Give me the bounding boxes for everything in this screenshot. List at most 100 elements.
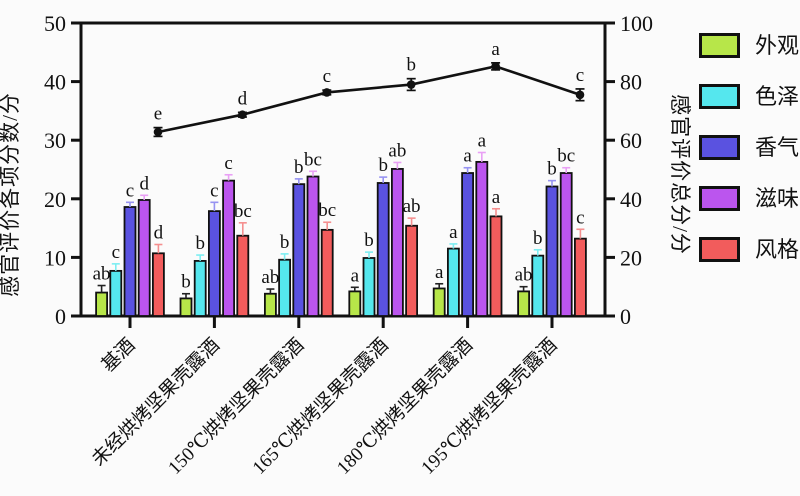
significance-letter: a [492,187,501,208]
significance-letter: c [112,242,120,263]
legend-label-style: 风格 [755,236,800,262]
line-significance-letter: c [323,66,331,87]
legend-swatch-color [699,84,740,109]
significance-letter: c [224,153,232,174]
line-significance-letter: a [491,39,500,60]
legend-swatch-taste [699,186,740,211]
significance-letter: a [449,222,458,243]
right-axis-tick-label: 80 [620,70,642,95]
bar-4-4 [489,215,503,317]
bar-2-4 [461,172,475,317]
legend-swatch-appearance [699,33,740,58]
right-axis-tick-label: 60 [620,128,642,153]
x-axis-category-label: 195℃烘烤坚果壳露酒 [417,334,562,479]
legend: 外观 色泽 香气 滋味 风格 [699,33,799,262]
bar-2-5 [545,185,559,317]
significance-letter: bc [557,146,575,167]
bar-3-1 [222,179,236,317]
bar-4-5 [574,237,587,317]
x-axis-category-label: 150℃烘烤坚果壳露酒 [164,334,309,479]
line-significance-letter: c [576,65,584,86]
bar-2-0 [123,206,137,317]
legend-item-aroma: 香气 [699,135,799,160]
significance-letter: c [126,180,134,201]
right-axis-title: 感官评价总分/分 [668,94,692,255]
legend-item-style: 风格 [699,237,799,262]
significance-letter: b [533,228,543,249]
significance-letter: b [378,155,388,176]
legend-label-aroma: 香气 [755,134,800,160]
significance-letter: a [463,146,472,167]
bar-3-4 [475,160,489,317]
right-axis-tick-label: 0 [620,304,631,329]
significance-letter: a [435,262,444,283]
total-score-line [157,65,581,134]
bar-1-0 [109,269,123,317]
significance-letter: b [547,159,557,180]
significance-letter: b [280,232,290,253]
significance-letter: bc [318,200,336,221]
significance-letter: c [210,180,218,201]
line-marker [238,110,247,120]
line-significance-letter: e [154,104,162,125]
left-axis-tick-label: 10 [44,245,66,270]
bar-1-3 [362,257,376,317]
legend-label-color: 色泽 [755,83,800,109]
left-axis-tick-label: 20 [44,187,66,212]
significance-letter: ab [388,140,406,161]
bar-1-2 [278,258,292,317]
bar-0-0 [95,291,108,317]
significance-letter: b [294,157,304,178]
left-axis-tick-label: 30 [44,128,66,153]
bar-4-1 [236,234,250,317]
line-significance-letter: b [406,55,416,76]
significance-letter: bc [234,201,252,222]
significance-letter: a [478,131,487,152]
x-axis-category-label: 165℃烘烤坚果壳露酒 [248,334,393,479]
line-marker [153,127,163,137]
bar-3-2 [306,175,320,317]
significance-letter: bc [304,149,322,170]
line-marker [406,80,416,89]
left-axis-title: 感官评价各项分数/分 [0,92,22,297]
left-axis-tick-label: 50 [44,11,66,36]
x-axis-category-label: 基酒 [97,334,139,376]
bar-0-5 [517,290,530,317]
bar-3-5 [559,172,573,317]
legend-item-appearance: 外观 [699,33,799,58]
right-axis-tick-label: 20 [620,245,642,270]
significance-letter: ab [93,264,111,285]
line-significance-letter: d [238,88,248,109]
bar-2-2 [292,183,306,317]
right-axis-tick-label: 100 [620,11,653,36]
legend-item-color: 色泽 [699,84,799,109]
left-axis-tick-label: 40 [44,70,66,95]
line-marker [491,62,500,71]
legend-label-appearance: 外观 [755,32,800,58]
bar-1-5 [531,254,545,317]
significance-letter: b [195,233,205,254]
legend-swatch-aroma [699,135,740,160]
significance-letter: ab [403,196,421,217]
bar-4-3 [405,224,419,317]
bar-1-4 [446,247,460,317]
bar-2-1 [207,210,221,317]
bar-3-0 [137,199,151,317]
bar-4-0 [151,252,165,317]
bar-0-4 [432,287,446,317]
bar-4-2 [320,228,334,317]
legend-label-taste: 滋味 [755,185,800,211]
legend-swatch-style [699,237,740,262]
bar-0-3 [348,290,362,317]
x-axis-category-label: 180℃烘烤坚果壳露酒 [332,334,477,479]
bar-0-1 [179,297,193,317]
right-axis-tick-label: 40 [620,187,642,212]
bar-2-3 [376,182,390,317]
significance-letter: b [364,230,374,251]
significance-letter: ab [515,265,533,286]
line-marker [322,88,332,97]
plot-frame [79,21,607,318]
bar-3-3 [390,168,404,317]
